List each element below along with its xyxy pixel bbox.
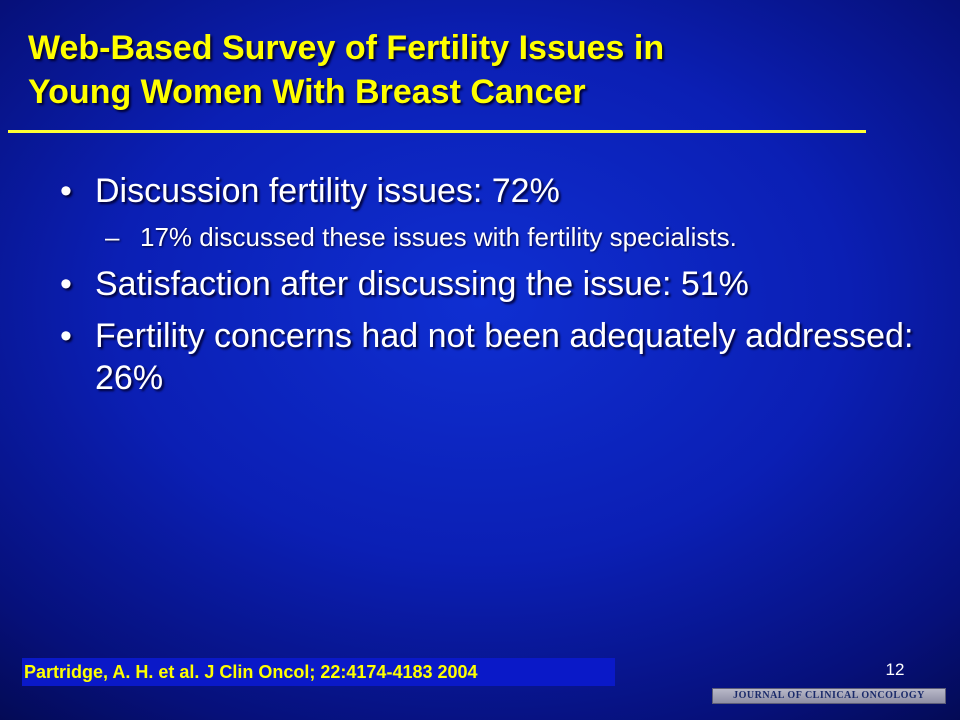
slide-title-line-2: Young Women With Breast Cancer bbox=[28, 73, 586, 111]
bullet-item-satisfaction: • Satisfaction after discussing the issu… bbox=[60, 263, 920, 305]
sub-bullet-text: 17% discussed these issues with fertilit… bbox=[140, 222, 737, 252]
bullet-text: Fertility concerns had not been adequate… bbox=[95, 317, 914, 397]
citation: Partridge, A. H. et al. J Clin Oncol; 22… bbox=[22, 658, 615, 686]
bullet-icon: • bbox=[60, 265, 72, 303]
sub-bullet-item-specialists: – 17% discussed these issues with fertil… bbox=[105, 222, 820, 253]
bullet-icon: • bbox=[60, 172, 72, 210]
dash-icon: – bbox=[105, 222, 120, 252]
bullet-icon: • bbox=[60, 317, 72, 355]
journal-logo: JOURNAL OF CLINICAL ONCOLOGY bbox=[712, 688, 946, 704]
bullet-text: Discussion fertility issues: 72% bbox=[95, 172, 560, 210]
bullet-item-concerns: • Fertility concerns had not been adequa… bbox=[60, 315, 920, 399]
bullet-text: Satisfaction after discussing the issue:… bbox=[95, 265, 749, 303]
slide-title: Web-Based Survey of Fertility Issues in … bbox=[28, 26, 868, 114]
slide-title-line-1: Web-Based Survey of Fertility Issues in bbox=[28, 29, 665, 67]
title-underline bbox=[8, 130, 866, 133]
page-number: 12 bbox=[885, 660, 905, 679]
bullet-item-discussion: • Discussion fertility issues: 72% bbox=[60, 170, 920, 212]
bullet-list: • Discussion fertility issues: 72% – 17%… bbox=[60, 170, 920, 399]
